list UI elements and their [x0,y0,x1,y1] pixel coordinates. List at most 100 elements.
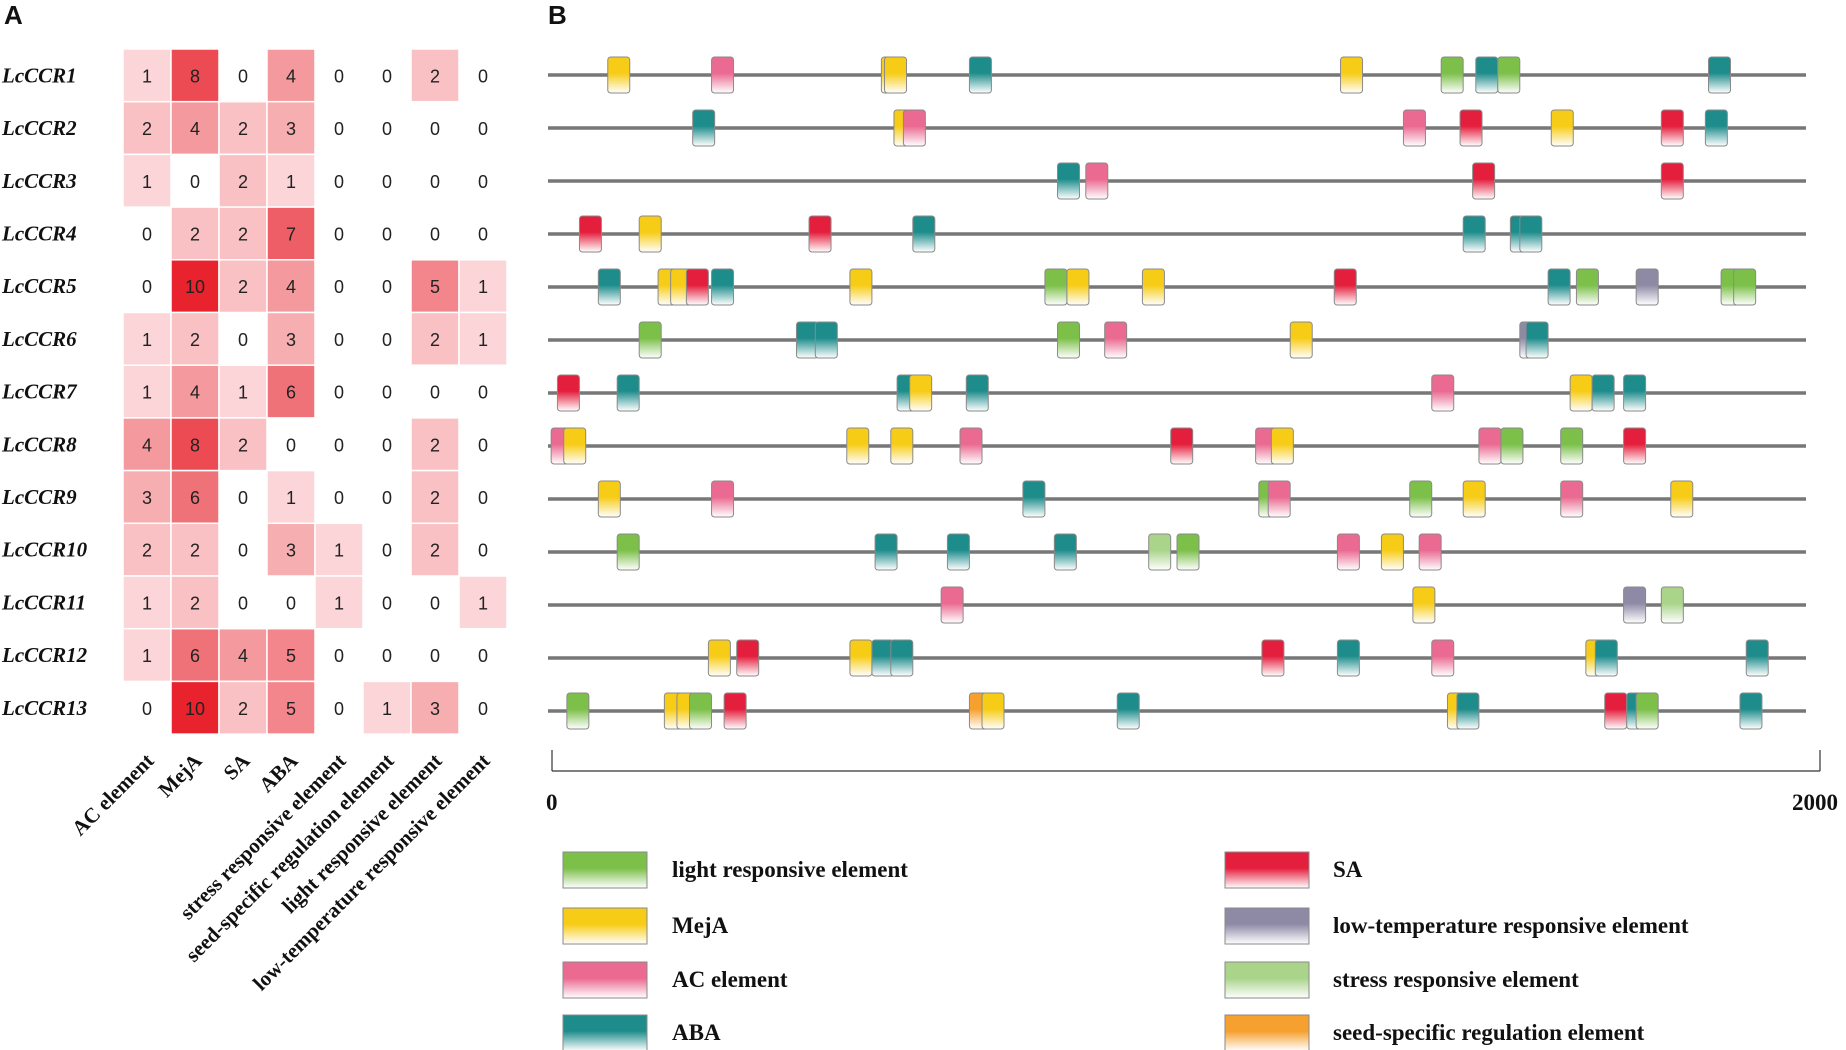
cell-value: 0 [382,277,392,297]
element-marker-ac [1336,533,1360,571]
element-marker-sa [1333,268,1357,306]
heatmap-cell [267,417,315,471]
heatmap-cell [122,627,172,683]
gene-label: LcCCR13 [1,696,87,720]
element-marker-mejA [1340,56,1364,94]
heatmap-cell [363,470,411,524]
heatmap-cell [459,523,507,576]
element-marker-mejA [846,427,870,465]
heatmap-cell [363,628,411,682]
element-marker-mejA [607,56,631,94]
heatmap-cell [363,417,411,471]
cell-value: 0 [478,66,488,86]
cell-value: 0 [238,541,248,561]
element-marker-mejA [563,427,587,465]
cell-value: 0 [478,172,488,192]
cell-value: 5 [430,277,440,297]
element-marker-aba [1623,374,1647,412]
element-marker-aba [1708,56,1732,94]
element-marker-aba [890,639,914,677]
column-label: AC element [67,749,159,841]
element-marker-ac [1431,639,1455,677]
element-marker-light [1176,533,1200,571]
cell-value: 0 [334,699,344,719]
element-marker-stress [1148,533,1172,571]
element-marker-aba [1462,215,1486,253]
element-marker-ac [1402,109,1426,147]
legend-label-aba: ABA [672,1020,721,1045]
element-marker-sa [685,268,709,306]
element-marker-aba [616,374,640,412]
element-marker-sa [578,215,602,253]
cell-value: 2 [190,541,200,561]
cell-value: 1 [334,593,344,613]
heatmap-cell [218,417,268,472]
element-marker-aba [912,215,936,253]
heatmap-cell [411,101,459,155]
cell-value: 1 [142,383,152,403]
heatmap-cell [315,681,363,735]
heatmap-cell [458,575,508,630]
cell-value: 4 [190,383,200,403]
cell-value: 0 [334,224,344,244]
cell-value: 0 [478,646,488,666]
legend: light responsive element MejA AC element AB… [562,851,1689,1050]
heatmap-cell [459,365,507,418]
element-marker-sa [1660,109,1684,147]
cell-value: 1 [478,593,488,613]
element-marker-ac [711,480,735,518]
element-marker-aba [1591,374,1615,412]
element-marker-ac [1431,374,1455,412]
cell-value: 0 [334,277,344,297]
cell-value: 4 [286,277,296,297]
heatmap-cell [218,627,268,683]
cell-value: 2 [238,119,248,139]
gene-label: LcCCR6 [1,327,77,351]
cell-value: 1 [142,646,152,666]
gene-label: LcCCR1 [1,63,77,87]
cell-value: 4 [142,435,152,455]
heatmap-cell [459,49,507,102]
element-marker-stress [1660,586,1684,624]
cell-value: 4 [190,119,200,139]
gene-label: LcCCR12 [1,643,88,667]
element-marker-aba [946,533,970,571]
heatmap-cell [171,154,219,208]
heatmap-cell [363,154,411,208]
heatmap-cell [411,154,459,208]
heatmap-cell [218,100,268,156]
heatmap-cell [123,259,171,313]
legend-label-light: light responsive element [672,857,908,882]
heatmap-cell [315,154,363,208]
element-marker-mejA [1380,533,1404,571]
cell-value: 3 [286,541,296,561]
element-marker-aba [1056,162,1080,200]
element-marker-ac [902,109,926,147]
element-marker-sa [1472,162,1496,200]
promoter-map-panel: 0 2000 [546,56,1838,815]
element-marker-mejA [1141,268,1165,306]
element-marker-aba [965,374,989,412]
element-marker-mejA [909,374,933,412]
heatmap-cell [219,576,267,629]
legend-label-mejA: MejA [672,913,729,938]
heatmap-cell [411,628,459,682]
heatmap-cell [459,207,507,260]
element-marker-aba [1456,692,1480,730]
column-label: SA [219,748,256,785]
cell-value: 2 [238,699,248,719]
cell-value: 0 [430,593,440,613]
legend-swatch-seed [1224,1014,1310,1050]
cell-value: 0 [430,646,440,666]
element-marker-mejA [884,56,908,94]
cell-value: 4 [286,66,296,86]
heatmap-cell [363,365,411,418]
cell-value: 0 [238,330,248,350]
cell-value: 1 [286,488,296,508]
element-marker-aba [1116,692,1140,730]
element-marker-light [1044,268,1068,306]
heatmap-cell [411,576,459,629]
element-marker-light [1500,427,1524,465]
cell-value: 0 [430,119,440,139]
